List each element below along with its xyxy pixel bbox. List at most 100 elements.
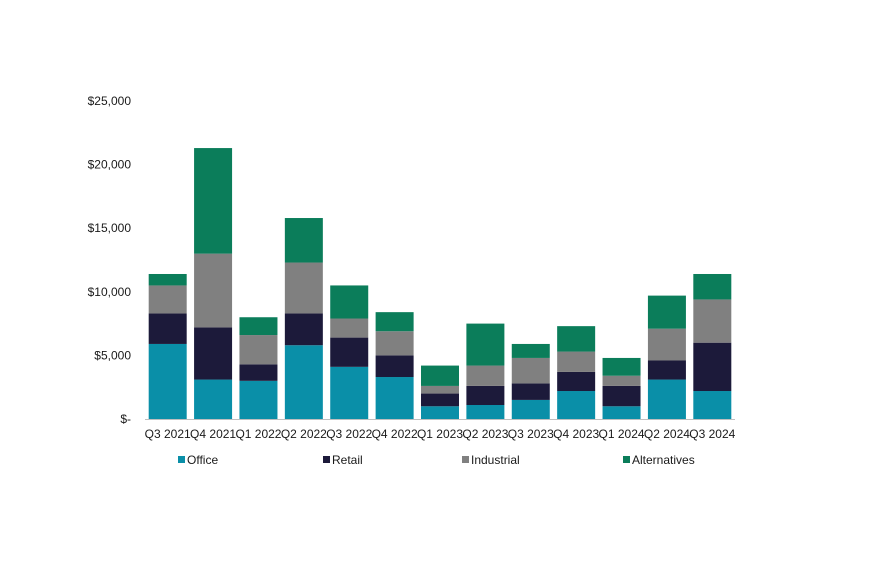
bar-segment-alternatives [647,295,686,329]
bar-segment-office [284,345,323,419]
x-tick-label: Q4 2021 [190,427,236,441]
x-tick-label: Q2 2024 [644,427,690,441]
x-axis: Q3 2021 Q4 2021 Q1 2022 Q2 2022 Q3 2022 Q4 20… [145,419,736,441]
bar-segment-industrial [194,253,233,328]
legend-label: Office [187,453,218,467]
bar-segment-office [602,406,641,419]
bar-segment-alternatives [194,148,233,254]
bar-stack [284,218,323,419]
y-tick-label: $20,000 [88,158,132,172]
y-tick-label: $10,000 [88,285,132,299]
bar-segment-retail [693,342,732,392]
legend-swatch [323,456,330,463]
legend-swatch [462,456,469,463]
x-tick-label: Q4 2022 [372,427,418,441]
bars [148,148,732,419]
legend-item-office: Office [178,453,218,467]
bar-segment-retail [557,371,596,392]
bar-stack [421,365,459,419]
bar-segment-retail [284,313,323,346]
x-tick-label: Q1 2023 [417,427,463,441]
bar-segment-industrial [511,357,550,384]
legend-item-alternatives: Alternatives [623,453,695,467]
y-axis: $- $5,000 $10,000 $15,000 $20,000 $25,000 [88,94,132,426]
x-tick-label: Q3 2023 [508,427,554,441]
bar-segment-retail [239,364,278,381]
bar-segment-alternatives [466,323,505,366]
x-tick-label: Q4 2023 [553,427,599,441]
bar-segment-alternatives [421,365,459,386]
bar-segment-alternatives [375,312,414,332]
bar-segment-retail [602,385,641,407]
legend-swatch [623,456,630,463]
bar-stack [693,273,732,419]
bar-segment-alternatives [557,326,596,352]
bar-segment-office [330,366,369,419]
y-tick-label: $- [120,412,131,426]
bar-segment-alternatives [239,317,278,336]
bar-segment-alternatives [602,357,641,376]
bar-stack [557,326,596,419]
bar-segment-retail [375,355,414,378]
legend-swatch [178,456,185,463]
bar-segment-retail [194,327,233,380]
bar-segment-retail [330,337,369,367]
bar-stack [511,343,550,419]
bar-segment-industrial [239,335,278,365]
bar-segment-industrial [330,318,369,338]
legend-label: Industrial [471,453,520,467]
bar-stack [148,273,187,419]
bar-segment-industrial [647,328,686,361]
bar-segment-office [375,377,414,419]
bar-segment-retail [421,393,459,407]
x-tick-label: Q1 2024 [599,427,645,441]
bar-stack [194,148,233,419]
bar-segment-alternatives [148,273,187,286]
y-tick-label: $15,000 [88,221,132,235]
x-tick-label: Q2 2022 [281,427,327,441]
bar-segment-retail [511,383,550,400]
bar-segment-office [148,343,187,419]
bar-segment-industrial [375,331,414,356]
bar-stack [466,323,505,419]
bar-segment-industrial [466,365,505,386]
bar-segment-industrial [602,375,641,386]
bar-segment-retail [466,385,505,406]
bar-segment-industrial [557,351,596,372]
bar-segment-office [693,391,732,419]
bar-segment-office [239,380,278,419]
y-tick-label: $5,000 [94,348,131,362]
legend-item-industrial: Industrial [462,453,520,467]
x-tick-label: Q3 2021 [145,427,191,441]
bar-segment-alternatives [284,218,323,263]
legend: Office Retail Industrial Alternatives [178,453,695,467]
bar-segment-office [194,379,233,419]
bar-stack [375,312,414,419]
bar-stack [330,285,369,419]
bar-segment-industrial [421,385,459,394]
bar-segment-office [511,399,550,419]
bar-segment-alternatives [511,343,550,358]
bar-segment-alternatives [693,273,732,300]
legend-label: Retail [332,453,363,467]
legend-item-retail: Retail [323,453,363,467]
bar-segment-industrial [284,262,323,314]
bar-stack [602,357,641,419]
x-tick-label: Q1 2022 [235,427,281,441]
bar-stack [239,317,278,419]
y-tick-label: $25,000 [88,94,132,108]
bar-segment-alternatives [330,285,369,319]
x-tick-label: Q3 2022 [326,427,372,441]
x-tick-label: Q2 2023 [462,427,508,441]
bar-segment-office [647,379,686,419]
bar-segment-office [557,391,596,419]
x-tick-label: Q3 2024 [689,427,735,441]
bar-segment-industrial [148,285,187,314]
bar-segment-office [421,406,459,419]
bar-stack [647,295,686,419]
bar-segment-office [466,405,505,419]
bar-segment-industrial [693,299,732,343]
bar-segment-retail [647,360,686,380]
